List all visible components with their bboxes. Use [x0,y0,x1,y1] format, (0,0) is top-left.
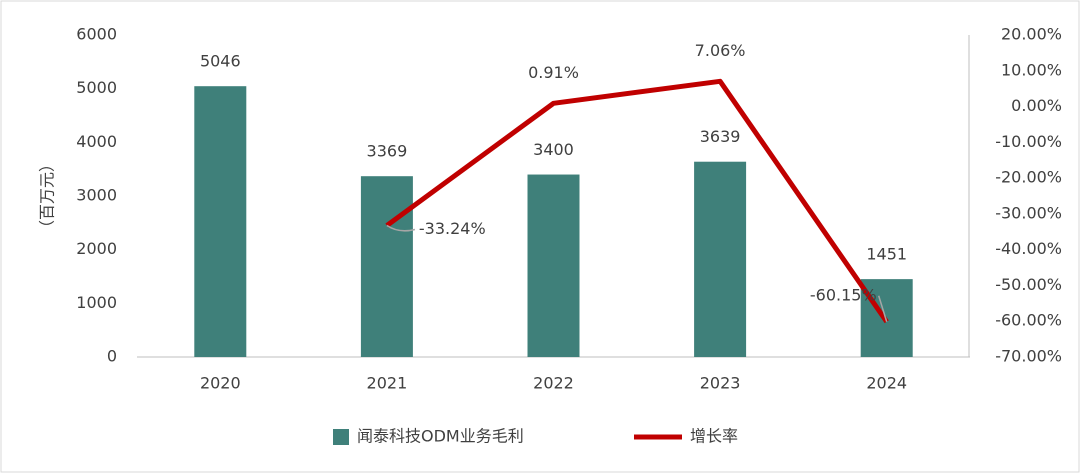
bar-value-label: 5046 [200,52,241,71]
bar [360,176,413,357]
bar [527,174,580,357]
line-value-label: 0.91% [528,63,579,82]
legend-swatch [333,429,349,445]
y-axis-label: （百万元） [38,156,57,236]
y2-tick-label: -60.00% [995,311,1062,330]
y2-tick-label: 0.00% [1011,96,1062,115]
x-tick-label: 2021 [367,374,408,393]
y2-tick-label: 10.00% [1001,60,1062,79]
y-tick-label: 1000 [76,293,117,312]
bar-value-label: 3639 [700,127,741,146]
x-tick-label: 2020 [200,374,241,393]
bar [694,161,747,357]
bar [194,86,247,357]
legend-label: 闻泰科技ODM业务毛利 [357,427,524,446]
bar-value-label: 1451 [866,245,907,264]
y2-tick-label: 20.00% [1001,25,1062,44]
y2-tick-label: -30.00% [995,203,1062,222]
x-tick-label: 2024 [866,374,907,393]
line-value-label: 7.06% [695,41,746,60]
y2-tick-label: -50.00% [995,275,1062,294]
legend-label: 增长率 [690,427,738,446]
y-tick-label: 2000 [76,239,117,258]
y2-tick-label: -40.00% [995,239,1062,258]
y2-tick-label: -70.00% [995,347,1062,366]
bar-value-label: 3369 [367,142,408,161]
y2-tick-label: -10.00% [995,132,1062,151]
y-tick-label: 6000 [76,25,117,44]
y-tick-label: 5000 [76,78,117,97]
leader-line [386,224,416,232]
bar-value-label: 3400 [533,140,574,159]
y2-tick-label: -20.00% [995,168,1062,187]
line-series [385,78,889,324]
x-tick-label: 2023 [700,374,741,393]
line-value-label: -33.24% [419,219,486,238]
x-tick-label: 2022 [533,374,574,393]
leader-line [877,295,888,322]
y-tick-label: 4000 [76,132,117,151]
line-value-label: -60.15% [810,285,877,304]
y-tick-label: 0 [107,347,117,366]
y-tick-label: 3000 [76,186,117,205]
